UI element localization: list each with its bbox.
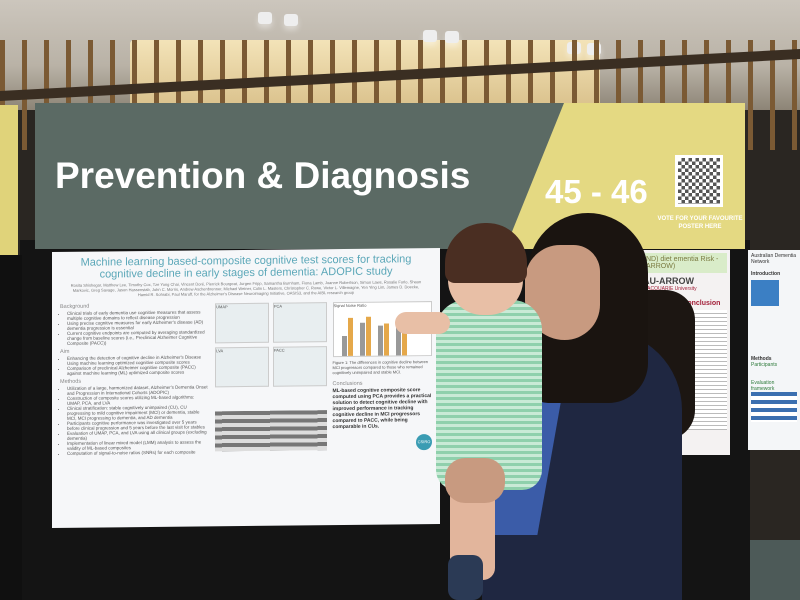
chart-umap: UMAP (215, 303, 269, 344)
section-heading: Conclusions (332, 381, 363, 388)
spotlight (284, 14, 298, 26)
poster-body: Background Clinical trials of early deme… (60, 297, 432, 523)
session-banner: Prevention & Diagnosis 45 - 46 VOTE FOR … (35, 103, 745, 249)
research-poster: Machine learning based-composite cogniti… (52, 247, 440, 529)
bullet: Comparison of preclinical Alzheimer cogn… (67, 365, 209, 376)
child-shoe (448, 555, 483, 600)
poster-numbers: 45 - 46 (545, 173, 648, 210)
adjacent-banner (0, 105, 18, 255)
au-arrow-logo: AU-ARROW (643, 276, 694, 286)
bullet: Current cognitive endpoints are computed… (67, 330, 209, 346)
chart-lva: LVA (215, 347, 269, 388)
bullet: Computation of signal-to-noise ratios (S… (67, 450, 209, 456)
bar (383, 323, 389, 356)
australia-map (751, 280, 779, 306)
qr-caption: VOTE FOR YOUR FAVOURITE POSTER HERE (657, 216, 743, 230)
bar (377, 325, 383, 357)
poster2-title: ND) diet ementia Risk -ARROW) (643, 253, 727, 273)
chart-label: LVA (216, 348, 224, 354)
chart-pca: PCA (272, 302, 327, 344)
chart-grid: UMAP PCA LVA PACC (215, 302, 327, 388)
section-heading: Evaluation framework (751, 380, 775, 392)
child-pointing-arm (395, 312, 450, 334)
chart-pacc: PACC (272, 346, 327, 388)
spotlight (423, 30, 437, 42)
poster-title: Machine learning based-composite cogniti… (80, 253, 412, 281)
adjacent-poster: Australian Dementia Network Introduction… (748, 250, 800, 450)
poster3-table (751, 392, 797, 422)
adjacent-board (0, 255, 22, 600)
macquarie-logo: MACQUARIE University (643, 286, 697, 292)
banner-title: Prevention & Diagnosis (55, 155, 471, 196)
bar (347, 318, 353, 357)
section-heading: Participants (751, 362, 778, 368)
qr-code-icon[interactable] (675, 155, 723, 207)
conclusions-text: ML-based cognitive composite score compu… (332, 387, 432, 431)
chart-label: UMAP (216, 304, 228, 310)
child-hair (445, 223, 527, 283)
adnet-logo: Australian Dementia Network (751, 253, 797, 265)
bar (341, 336, 347, 357)
csiro-logo: CSIRO (416, 434, 432, 451)
spotlight (258, 12, 272, 24)
chart-label: PACC (273, 347, 285, 354)
poster-left-column: Background Clinical trials of early deme… (60, 300, 209, 523)
chart-label: Signal Noise Ratio (333, 303, 367, 309)
poster-authors: Rosita Shishegar, Matthew Lee, Timothy C… (70, 279, 422, 297)
figure-caption: Figure 1: The differences in cognitive d… (332, 359, 429, 376)
chart-label: PCA (273, 304, 283, 310)
bullet: Clinical stratification: stable cognitiv… (67, 405, 209, 421)
results-table (215, 410, 327, 452)
section-heading: Methods (751, 356, 772, 362)
poster-middle-column: UMAP PCA LVA PACC (215, 299, 327, 522)
conclusions: Conclusions ML-based cognitive composite… (333, 377, 432, 430)
woman-hand (445, 458, 505, 503)
bar (365, 317, 371, 357)
section-heading: Introduction (751, 271, 781, 277)
bar (359, 323, 365, 357)
